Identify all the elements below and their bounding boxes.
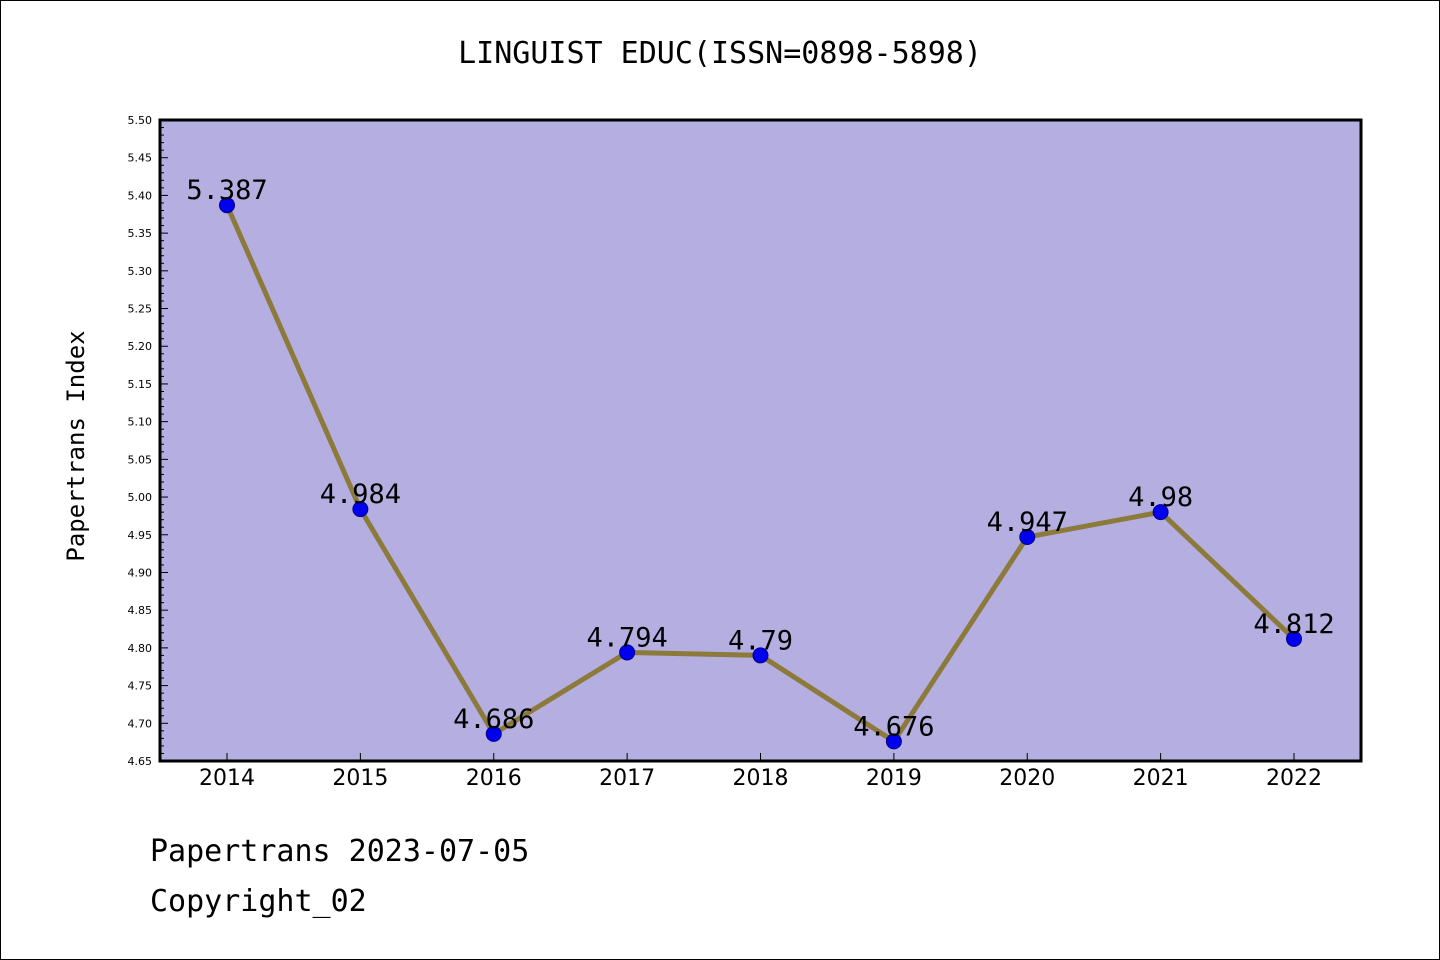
y-tick-label: 5.30 — [128, 265, 153, 278]
chart-title: LINGUIST EDUC(ISSN=0898-5898) — [458, 36, 982, 71]
y-axis: 4.65 4.70 4.75 4.80 4.85 4.90 4.95 5.00 5.05 5.10… — [128, 114, 168, 768]
x-tick-label: 2015 — [332, 766, 388, 791]
data-label: 4.794 — [586, 622, 667, 653]
data-point — [752, 647, 769, 664]
data-point — [1152, 504, 1169, 521]
x-tick-label: 2019 — [866, 766, 922, 791]
y-tick-label: 4.85 — [128, 604, 153, 617]
data-point — [1286, 630, 1302, 647]
y-tick-label: 4.80 — [128, 642, 153, 655]
x-tick-label: 2014 — [199, 766, 255, 791]
x-tick-label: 2018 — [733, 766, 789, 791]
y-tick-label: 4.70 — [128, 717, 153, 730]
y-tick-label: 5.25 — [128, 303, 153, 316]
data-point — [485, 725, 502, 742]
y-tick-label: 5.15 — [128, 378, 153, 391]
y-tick-label: 5.50 — [128, 114, 153, 127]
data-label: 4.984 — [320, 479, 401, 510]
data-label: 4.812 — [1253, 609, 1334, 640]
y-tick-label: 5.40 — [128, 189, 153, 202]
plot-area — [160, 120, 1361, 761]
x-tick-label: 2022 — [1266, 766, 1322, 791]
footer-date: Papertrans 2023-07-05 — [150, 834, 530, 869]
y-tick-label: 5.05 — [128, 453, 153, 466]
y-tick-label: 5.20 — [128, 340, 153, 353]
data-point — [352, 501, 369, 518]
y-tick-label: 5.35 — [128, 227, 153, 240]
data-point — [885, 733, 902, 750]
y-tick-label: 4.75 — [128, 680, 153, 693]
x-tick-label: 2017 — [599, 766, 655, 791]
data-point — [219, 197, 235, 214]
data-label: 4.98 — [1128, 482, 1193, 513]
data-label: 4.676 — [853, 711, 934, 742]
x-axis: 2014 2015 2016 2017 2018 2019 2020 2021 2022 — [199, 753, 1322, 791]
data-label: 4.686 — [453, 704, 534, 735]
data-point — [1019, 529, 1036, 546]
x-tick-label: 2016 — [466, 766, 522, 791]
y-tick-label: 5.10 — [128, 416, 153, 429]
x-tick-label: 2020 — [999, 766, 1055, 791]
y-tick-label: 4.65 — [128, 755, 153, 768]
series-group: 5.387 4.984 4.686 4.794 4.79 4.676 4.947 4.98 4.… — [186, 175, 1335, 750]
y-tick-label: 4.95 — [128, 529, 153, 542]
y-tick-label: 4.90 — [128, 566, 153, 579]
x-tick-label: 2021 — [1133, 766, 1189, 791]
footer-copyright: Copyright_02 — [150, 884, 367, 919]
plot-border — [158, 118, 1363, 763]
data-label: 4.947 — [987, 507, 1068, 538]
y-tick-label: 5.00 — [128, 491, 153, 504]
y-tick-label: 5.45 — [128, 152, 153, 165]
data-label: 5.387 — [186, 175, 267, 206]
data-label: 4.79 — [728, 625, 793, 656]
data-point — [619, 644, 636, 661]
